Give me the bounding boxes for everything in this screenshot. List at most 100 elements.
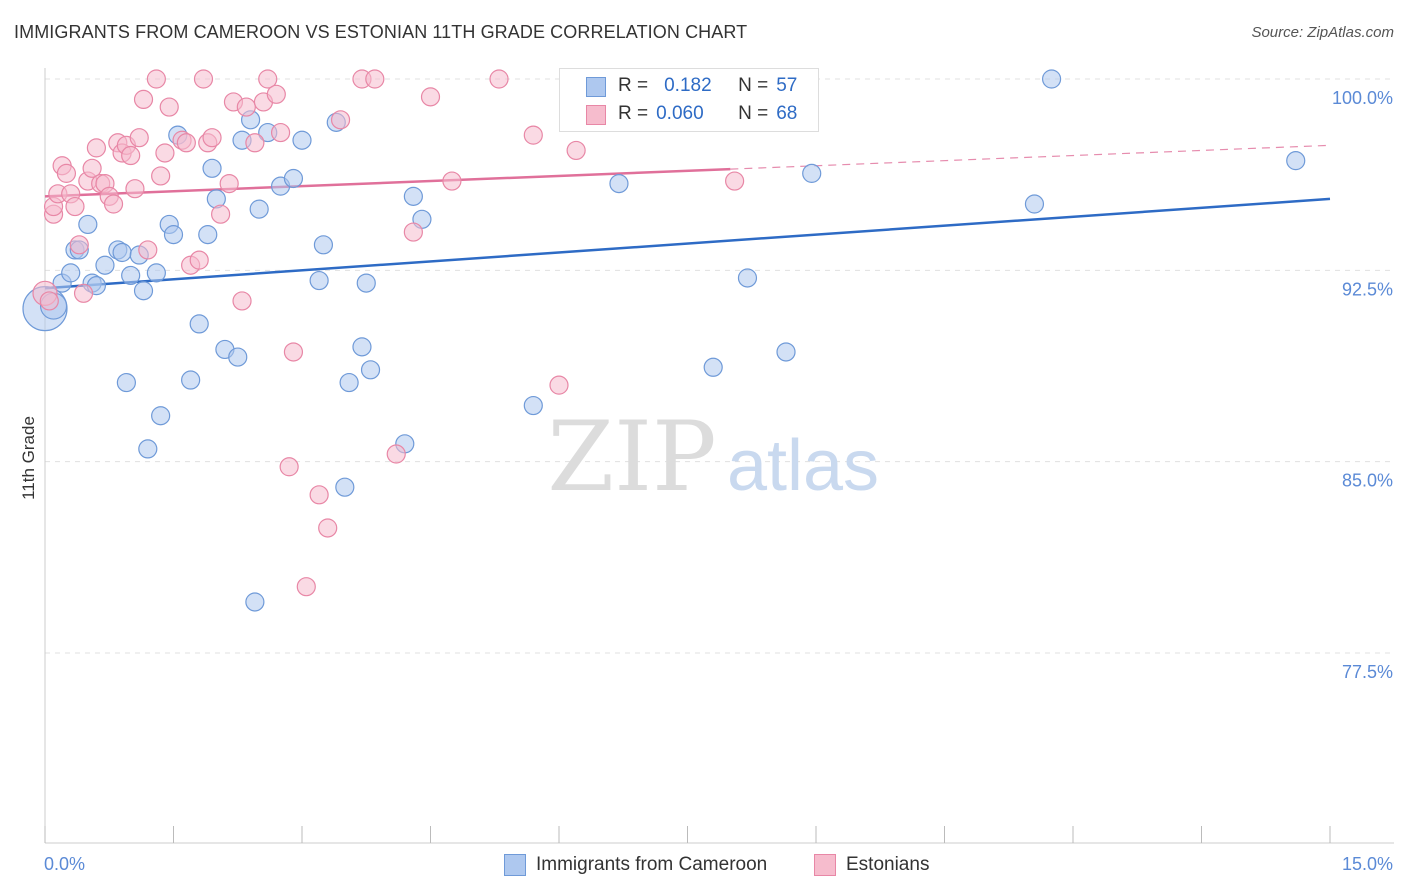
legend-swatch-pink (814, 854, 836, 876)
pink-data-point (121, 145, 141, 166)
x-tick-label-min: 0.0% (44, 854, 85, 874)
legend-n-label: N = (738, 75, 769, 96)
pink-data-point (365, 69, 385, 89)
blue-data-point (181, 370, 201, 390)
pink-data-point (566, 140, 586, 161)
blue-data-point (245, 592, 265, 612)
pink-data-point (151, 166, 171, 186)
legend-r-value: 0.060 (656, 103, 704, 124)
y-tick-label: 100.0% (1332, 88, 1393, 108)
y-tick-label: 77.5% (1342, 662, 1393, 682)
blue-data-point (335, 477, 355, 497)
blue-data-point (228, 347, 248, 367)
blue-data-point (78, 214, 98, 235)
x-tick-label-max: 15.0% (1342, 854, 1393, 874)
pink-data-point (245, 133, 265, 153)
pink-data-point (39, 291, 59, 311)
pink-data-point (133, 89, 154, 110)
pink-data-point (138, 240, 158, 260)
legend-swatch-pink (586, 105, 606, 125)
pink-data-point (725, 171, 745, 191)
blue-data-point (121, 265, 141, 286)
blue-data-point (523, 395, 543, 416)
pink-data-point (258, 69, 278, 89)
pink-data-point (266, 84, 286, 104)
pink-data-point (211, 204, 231, 224)
y-tick-label: 85.0% (1342, 471, 1393, 491)
blue-data-point (151, 406, 171, 426)
blue-data-point (249, 199, 269, 219)
blue-data-point (703, 357, 723, 377)
blue-data-point (61, 263, 81, 283)
blue-data-point (163, 225, 184, 245)
pink-data-point (442, 171, 462, 191)
legend-n-label: N = (738, 103, 769, 124)
legend-n-value: 68 (776, 103, 798, 124)
pink-data-point (73, 283, 94, 303)
blue-data-point (360, 360, 381, 380)
pink-data-point (86, 138, 107, 158)
blue-data-point (339, 372, 359, 393)
legend-swatch-blue (504, 854, 526, 876)
blue-data-point (283, 168, 304, 189)
pink-data-point (146, 69, 166, 89)
blue-data-point (133, 281, 154, 301)
pink-data-point (69, 235, 89, 255)
blue-data-point (776, 342, 796, 362)
chart-source: Source: ZipAtlas.com (1251, 24, 1394, 41)
legend-row-cameroon: R = 0.182 N = 57 (618, 73, 797, 99)
pink-data-point (219, 173, 239, 194)
legend-r-label: R = (618, 75, 649, 96)
pink-data-point (189, 250, 209, 270)
blue-data-point (116, 372, 136, 393)
legend-swatch-blue (586, 77, 606, 97)
blue-data-point (737, 268, 758, 288)
legend-n-value: 57 (776, 75, 798, 96)
pink-data-point (65, 196, 85, 217)
blue-data-point (292, 130, 312, 150)
pink-data-point (202, 128, 222, 148)
pink-data-point (159, 97, 179, 117)
blue-data-point (1024, 194, 1045, 214)
trend-line-dashed (730, 144, 1331, 170)
y-axis-label: 11th Grade (19, 416, 38, 500)
pink-data-point (82, 158, 102, 178)
pink-data-point (103, 194, 124, 214)
pink-data-point (296, 577, 316, 597)
pink-data-point (232, 291, 252, 311)
blue-data-point (313, 235, 334, 255)
pink-data-point (236, 97, 256, 117)
blue-data-point (1286, 151, 1306, 171)
pink-data-point (523, 125, 543, 145)
watermark-atlas: atlas (727, 426, 879, 506)
blue-data-point (202, 158, 222, 178)
pink-data-point (125, 179, 145, 199)
pink-data-point (318, 518, 338, 538)
tick-labels: 100.0% 92.5% 85.0% 77.5% 0.0% 15.0% (44, 88, 1393, 874)
blue-data-point (138, 439, 158, 459)
pink-data-point (279, 457, 299, 477)
legend-r-value: 0.182 (664, 75, 712, 96)
legend-r-label: R = (618, 103, 649, 124)
pink-data-point (155, 143, 175, 163)
pink-data-point (403, 222, 423, 242)
pink-data-point (176, 133, 196, 153)
blue-data-point (609, 173, 629, 194)
pink-data-point (129, 128, 149, 148)
trend-line (44, 197, 1331, 290)
pink-data-point (489, 69, 509, 89)
blue-data-point (309, 270, 329, 291)
pink-data-point (309, 485, 329, 505)
blue-data-point (146, 263, 166, 283)
chart-title: IMMIGRANTS FROM CAMEROON VS ESTONIAN 11T… (14, 22, 748, 42)
pink-data-point (330, 110, 351, 130)
stats-legend: R = 0.182 N = 57 R = 0.060 N = 68 (559, 68, 819, 132)
data-points (22, 69, 1306, 612)
pink-data-point (386, 444, 406, 464)
pink-data-point (420, 87, 441, 107)
pink-data-point (549, 375, 569, 395)
bottom-legend-estonians: Estonians (814, 852, 929, 878)
pink-data-point (193, 69, 214, 89)
watermark-zip: ZIP (547, 401, 716, 513)
